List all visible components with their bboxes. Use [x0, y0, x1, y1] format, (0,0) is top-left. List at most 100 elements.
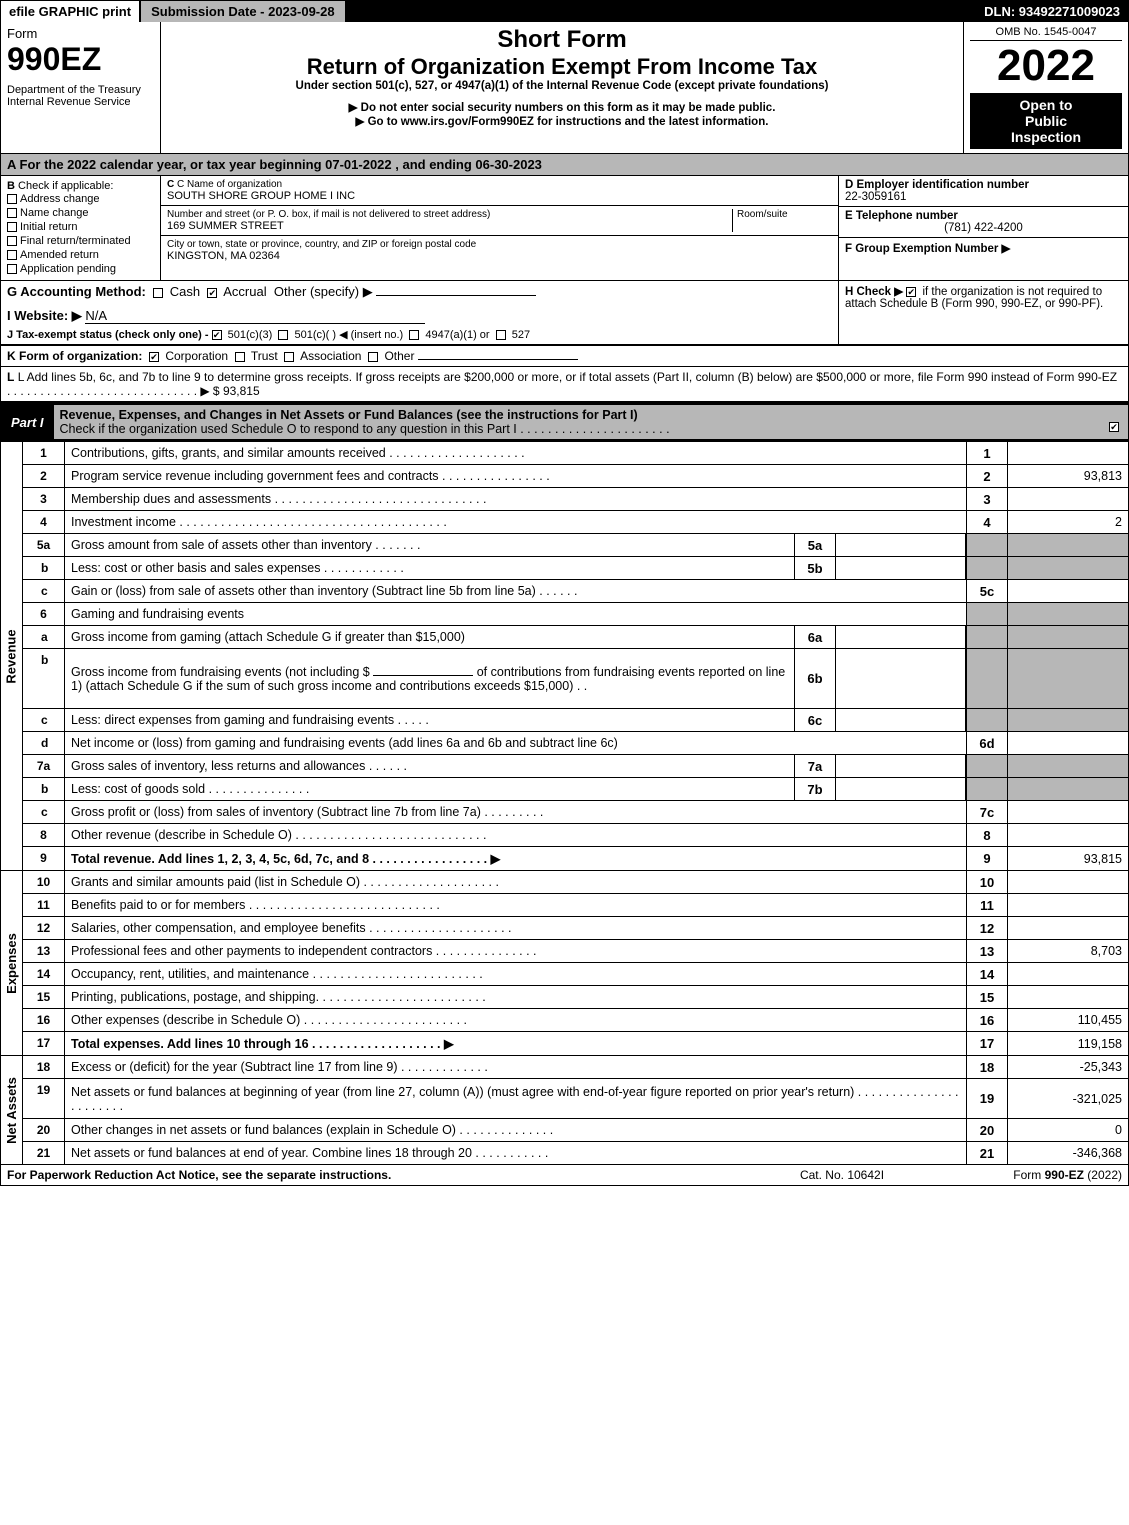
irs-label: Internal Revenue Service: [7, 96, 154, 108]
section-b: B Check if applicable: Address change Na…: [1, 176, 161, 280]
section-h: H Check ▶ if the organization is not req…: [838, 281, 1128, 344]
line-16: 16Other expenses (describe in Schedule O…: [23, 1009, 1128, 1032]
expenses-vertical-label: Expenses: [1, 871, 23, 1055]
revenue-vertical-label: Revenue: [1, 442, 23, 870]
form-header: Form 990EZ Department of the Treasury In…: [1, 22, 1128, 154]
form-number: 990EZ: [7, 41, 154, 78]
accounting-other: Other (specify) ▶: [274, 284, 373, 299]
tax-year: 2022: [970, 41, 1122, 91]
line-21: 21Net assets or fund balances at end of …: [23, 1142, 1128, 1164]
line-6: 6Gaming and fundraising events: [23, 603, 1128, 626]
top-bar: efile GRAPHIC print Submission Date - 20…: [1, 1, 1128, 22]
line-20: 20Other changes in net assets or fund ba…: [23, 1119, 1128, 1142]
group-exemption-label: F Group Exemption Number: [845, 243, 998, 255]
inspection-inspection: Inspection: [974, 129, 1118, 145]
expenses-section: Expenses 10Grants and similar amounts pa…: [1, 871, 1128, 1056]
line-13: 13Professional fees and other payments t…: [23, 940, 1128, 963]
cb-501c[interactable]: [278, 330, 288, 340]
part-1-tag: Part I: [1, 415, 54, 430]
cb-schedule-b-not-required[interactable]: [906, 287, 916, 297]
line-2: 2Program service revenue including gover…: [23, 465, 1128, 488]
dln-label: DLN: 93492271009023: [976, 1, 1128, 22]
cb-amended-return[interactable]: Amended return: [7, 248, 154, 262]
line-19: 19Net assets or fund balances at beginni…: [23, 1079, 1128, 1119]
line-3: 3Membership dues and assessments . . . .…: [23, 488, 1128, 511]
section-c: C C Name of organization SOUTH SHORE GRO…: [161, 176, 838, 280]
line-14: 14Occupancy, rent, utilities, and mainte…: [23, 963, 1128, 986]
ein-label: D Employer identification number: [845, 179, 1029, 191]
cb-address-change[interactable]: Address change: [7, 192, 154, 206]
org-name: SOUTH SHORE GROUP HOME I INC: [167, 190, 832, 202]
cb-4947[interactable]: [409, 330, 419, 340]
dept-label: Department of the Treasury: [7, 84, 154, 96]
part-1-title: Revenue, Expenses, and Changes in Net As…: [54, 405, 1128, 439]
form-label: Form: [7, 26, 154, 41]
city-label: City or town, state or province, country…: [167, 239, 832, 250]
cb-corporation[interactable]: [149, 352, 159, 362]
line-5b: bLess: cost or other basis and sales exp…: [23, 557, 1128, 580]
entity-block: B Check if applicable: Address change Na…: [1, 176, 1128, 281]
revenue-section: Revenue 1Contributions, gifts, grants, a…: [1, 442, 1128, 871]
cb-other-org[interactable]: [368, 352, 378, 362]
line-18: 18Excess or (deficit) for the year (Subt…: [23, 1056, 1128, 1079]
line-5c: cGain or (loss) from sale of assets othe…: [23, 580, 1128, 603]
cb-name-change[interactable]: Name change: [7, 206, 154, 220]
phone-value: (781) 422-4200: [845, 222, 1122, 234]
form-page: efile GRAPHIC print Submission Date - 20…: [0, 0, 1129, 1186]
line-7b: bLess: cost of goods sold . . . . . . . …: [23, 778, 1128, 801]
section-a-tax-year: A For the 2022 calendar year, or tax yea…: [1, 154, 1128, 176]
section-g: G Accounting Method: Cash Accrual Other …: [1, 281, 838, 344]
short-form-title: Short Form: [167, 26, 957, 54]
line-12: 12Salaries, other compensation, and empl…: [23, 917, 1128, 940]
gross-receipts-note: L Add lines 5b, 6c, and 7b to line 9 to …: [7, 370, 1117, 398]
cb-app-pending[interactable]: Application pending: [7, 262, 154, 276]
cb-association[interactable]: [284, 352, 294, 362]
line-5a: 5aGross amount from sale of assets other…: [23, 534, 1128, 557]
line-4: 4Investment income . . . . . . . . . . .…: [23, 511, 1128, 534]
org-name-label: C Name of organization: [177, 179, 282, 190]
cb-527[interactable]: [496, 330, 506, 340]
efile-print-label[interactable]: efile GRAPHIC print: [1, 1, 141, 22]
line-10: 10Grants and similar amounts paid (list …: [23, 871, 1128, 894]
street-value: 169 SUMMER STREET: [167, 220, 732, 232]
section-g-h: G Accounting Method: Cash Accrual Other …: [1, 281, 1128, 345]
part-1-check-line: Check if the organization used Schedule …: [60, 422, 670, 436]
catalog-number: Cat. No. 10642I: [742, 1168, 942, 1182]
cb-501c3[interactable]: [212, 330, 222, 340]
paperwork-notice: For Paperwork Reduction Act Notice, see …: [7, 1168, 742, 1182]
inspection-badge: Open to Public Inspection: [970, 93, 1122, 149]
cb-trust[interactable]: [235, 352, 245, 362]
accounting-method-label: G Accounting Method:: [7, 284, 146, 299]
section-l: L L Add lines 5b, 6c, and 7b to line 9 t…: [1, 367, 1128, 402]
submission-date-label: Submission Date - 2023-09-28: [141, 1, 347, 22]
line-6b: bGross income from fundraising events (n…: [23, 649, 1128, 709]
line-9: 9Total revenue. Add lines 1, 2, 3, 4, 5c…: [23, 847, 1128, 870]
section-h-label: H Check ▶: [845, 286, 903, 298]
tax-exempt-label: J Tax-exempt status (check only one) -: [7, 329, 209, 341]
part-1-header: Part I Revenue, Expenses, and Changes in…: [1, 402, 1128, 442]
cb-accrual[interactable]: [207, 288, 217, 298]
form-ref: Form 990-EZ (2022): [942, 1168, 1122, 1182]
form-of-org-label: K Form of organization:: [7, 349, 142, 363]
net-assets-section: Net Assets 18Excess or (deficit) for the…: [1, 1056, 1128, 1165]
website-value: N/A: [85, 308, 425, 324]
line-11: 11Benefits paid to or for members . . . …: [23, 894, 1128, 917]
cb-final-return[interactable]: Final return/terminated: [7, 234, 154, 248]
phone-label: E Telephone number: [845, 210, 958, 222]
cb-cash[interactable]: [153, 288, 163, 298]
cb-initial-return[interactable]: Initial return: [7, 220, 154, 234]
line-6a: aGross income from gaming (attach Schedu…: [23, 626, 1128, 649]
no-ssn-note: ▶ Do not enter social security numbers o…: [167, 100, 957, 114]
return-title: Return of Organization Exempt From Incom…: [167, 54, 957, 80]
line-6c: cLess: direct expenses from gaming and f…: [23, 709, 1128, 732]
website-label: I Website: ▶: [7, 308, 82, 323]
line-15: 15Printing, publications, postage, and s…: [23, 986, 1128, 1009]
net-assets-vertical-label: Net Assets: [1, 1056, 23, 1164]
cb-schedule-o-used[interactable]: [1109, 422, 1119, 432]
header-right: OMB No. 1545-0047 2022 Open to Public In…: [963, 22, 1128, 153]
under-section: Under section 501(c), 527, or 4947(a)(1)…: [167, 80, 957, 92]
line-8: 8Other revenue (describe in Schedule O) …: [23, 824, 1128, 847]
room-label: Room/suite: [737, 209, 832, 220]
line-17: 17Total expenses. Add lines 10 through 1…: [23, 1032, 1128, 1055]
section-k: K Form of organization: Corporation Trus…: [1, 345, 1128, 367]
